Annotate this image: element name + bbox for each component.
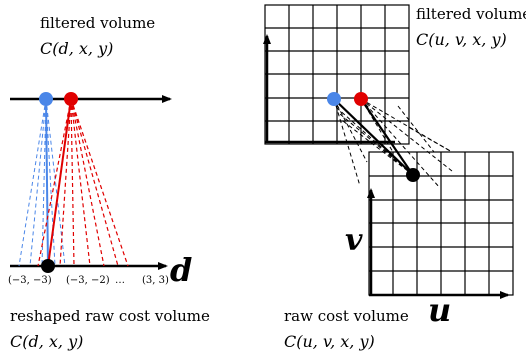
top-grid [264,4,410,145]
left-top-formula: C(d, x, y) [40,39,113,58]
left-bottom-caption: reshaped raw cost volume [10,307,210,325]
right-blue-dot [327,92,341,106]
left-blue-dot [39,92,53,106]
tick-label-4: (3, 3) [142,275,169,286]
tick-label-3: … [115,275,125,286]
left-blue-dashed-lines [18,98,66,267]
right-solid-line-2 [360,98,414,176]
right-solid-line-1 [333,98,414,176]
tick-label-1: (−3, −3) [8,275,52,286]
left-d-axis-label: d [170,251,192,289]
right-red-dot [354,92,368,106]
right-bottom-formula: C(u, v, x, y) [284,332,375,351]
right-panel: filtered volume C(u, v, x, y) v u raw co… [263,4,526,351]
right-top-caption: filtered volume [416,5,526,23]
left-blue-solid-line [45,98,49,267]
left-bottom-formula: C(d, x, y) [10,332,83,351]
right-bottom-caption: raw cost volume [284,307,409,325]
left-panel: filtered volume C(d, x, y) [8,14,210,351]
left-red-dot [64,92,78,106]
left-black-dot [41,259,55,273]
right-top-formula: C(u, v, x, y) [416,30,507,49]
left-top-caption: filtered volume [40,14,155,32]
left-red-solid-line [47,98,72,267]
tick-label-2: (−3, −2) [66,275,110,286]
right-black-dot [406,168,420,182]
u-axis-label: u [428,291,451,329]
bottom-grid [368,151,514,296]
v-axis-label: v [345,223,363,258]
left-red-dashed-lines [37,98,129,267]
